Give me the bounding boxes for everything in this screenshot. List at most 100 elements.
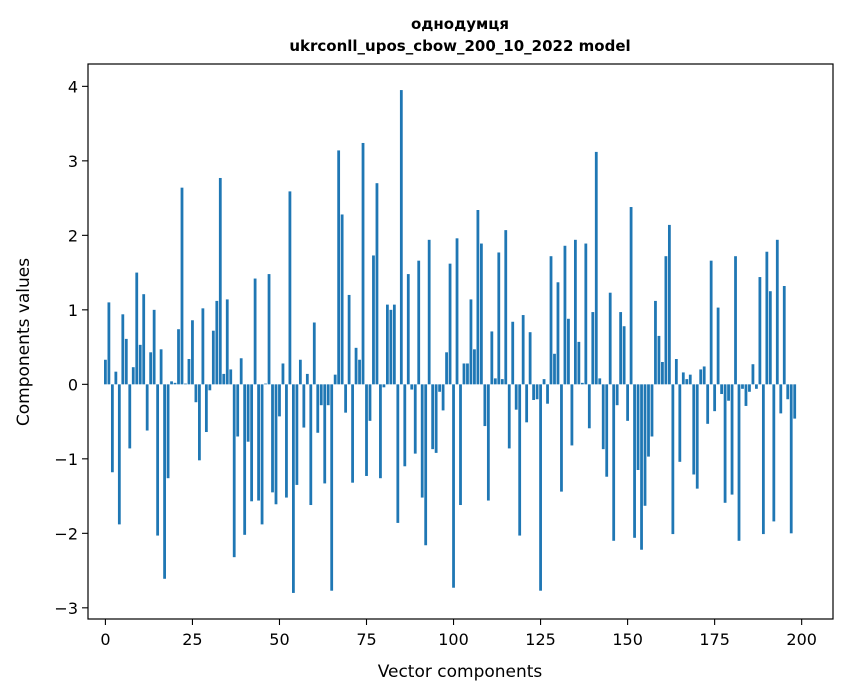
bar-78 (375, 183, 379, 385)
bar-164 (674, 359, 678, 385)
bar-106 (473, 349, 476, 385)
bar-54 (292, 384, 295, 593)
bar-28 (201, 308, 205, 385)
bar-180 (730, 384, 734, 495)
bar-139 (587, 384, 591, 429)
bar-184 (744, 384, 748, 406)
y-tick-label: −3 (54, 599, 78, 618)
y-tick-label: 4 (68, 77, 78, 96)
bar-154 (640, 384, 643, 550)
bar-18 (166, 384, 170, 479)
bar-50 (278, 384, 281, 417)
bar-42 (250, 384, 254, 502)
bar-95 (434, 384, 438, 453)
x-tick-label: 150 (612, 630, 643, 649)
bar-136 (577, 341, 581, 385)
bar-132 (563, 245, 567, 385)
bar-187 (755, 384, 758, 389)
bar-99 (448, 263, 452, 385)
bar-93 (427, 239, 431, 385)
bar-115 (504, 230, 508, 385)
bar-110 (486, 384, 490, 501)
bar-44 (257, 384, 260, 501)
bar-197 (789, 384, 793, 534)
x-tick-label: 175 (699, 630, 730, 649)
bar-175 (713, 384, 717, 412)
bar-102 (459, 384, 462, 506)
bar-163 (671, 384, 675, 535)
bar-59 (309, 384, 313, 506)
bar-103 (462, 363, 466, 385)
bar-45 (260, 384, 264, 525)
bar-131 (560, 384, 563, 492)
bar-188 (758, 277, 762, 385)
bar-100 (452, 384, 455, 588)
bar-159 (657, 335, 661, 385)
bar-123 (532, 384, 535, 400)
bar-58 (305, 373, 309, 385)
bar-10 (138, 344, 142, 385)
bar-158 (654, 300, 657, 385)
bar-38 (236, 384, 240, 437)
bar-108 (480, 243, 483, 385)
bar-126 (542, 379, 546, 385)
bar-85 (399, 90, 403, 385)
bar-150 (626, 384, 629, 421)
y-tick-label: 3 (68, 152, 78, 171)
bar-96 (438, 384, 442, 392)
bar-57 (302, 384, 306, 428)
bar-80 (382, 384, 386, 388)
bar-27 (198, 384, 201, 461)
bar-33 (218, 177, 222, 385)
x-tick-label: 100 (438, 630, 469, 649)
x-tick-label: 0 (100, 630, 110, 649)
bar-98 (445, 352, 448, 385)
bar-162 (667, 224, 671, 385)
bar-195 (782, 286, 786, 385)
plot-frame (87, 63, 834, 620)
bar-109 (483, 384, 487, 427)
bar-24 (187, 359, 191, 385)
bar-1 (107, 302, 111, 385)
bar-20 (173, 382, 177, 385)
bar-69 (344, 384, 348, 413)
bar-120 (521, 315, 525, 385)
bar-149 (622, 326, 626, 385)
bar-90 (417, 260, 421, 385)
bar-124 (535, 384, 539, 400)
bar-35 (225, 299, 229, 385)
bar-63 (323, 384, 327, 484)
x-axis-label: Vector components (378, 662, 543, 682)
bar-125 (539, 384, 542, 591)
bar-56 (298, 359, 302, 385)
bar-91 (420, 384, 424, 498)
bar-62 (319, 384, 323, 406)
bar-15 (156, 384, 160, 536)
bar-165 (678, 384, 682, 462)
bar-174 (709, 260, 713, 385)
bar-22 (180, 187, 184, 385)
y-axis-label: Components values (14, 258, 34, 426)
bar-152 (633, 384, 636, 538)
bar-48 (271, 384, 274, 493)
bar-81 (386, 304, 389, 385)
bar-117 (511, 321, 515, 385)
bar-173 (706, 384, 710, 424)
bar-60 (312, 322, 316, 385)
bar-31 (211, 330, 215, 385)
bar-130 (556, 282, 560, 385)
bar-107 (476, 210, 480, 385)
bar-92 (424, 384, 428, 546)
chart-title-line1: однодумця (411, 15, 509, 33)
bar-182 (737, 384, 741, 541)
bar-153 (636, 384, 640, 471)
bar-52 (285, 384, 288, 498)
bar-144 (605, 384, 609, 477)
bar-72 (354, 347, 358, 385)
bar-36 (229, 369, 233, 385)
bar-198 (793, 384, 797, 419)
bar-25 (191, 320, 194, 385)
bar-170 (695, 384, 699, 489)
bar-167 (685, 379, 689, 385)
bar-169 (692, 384, 696, 475)
